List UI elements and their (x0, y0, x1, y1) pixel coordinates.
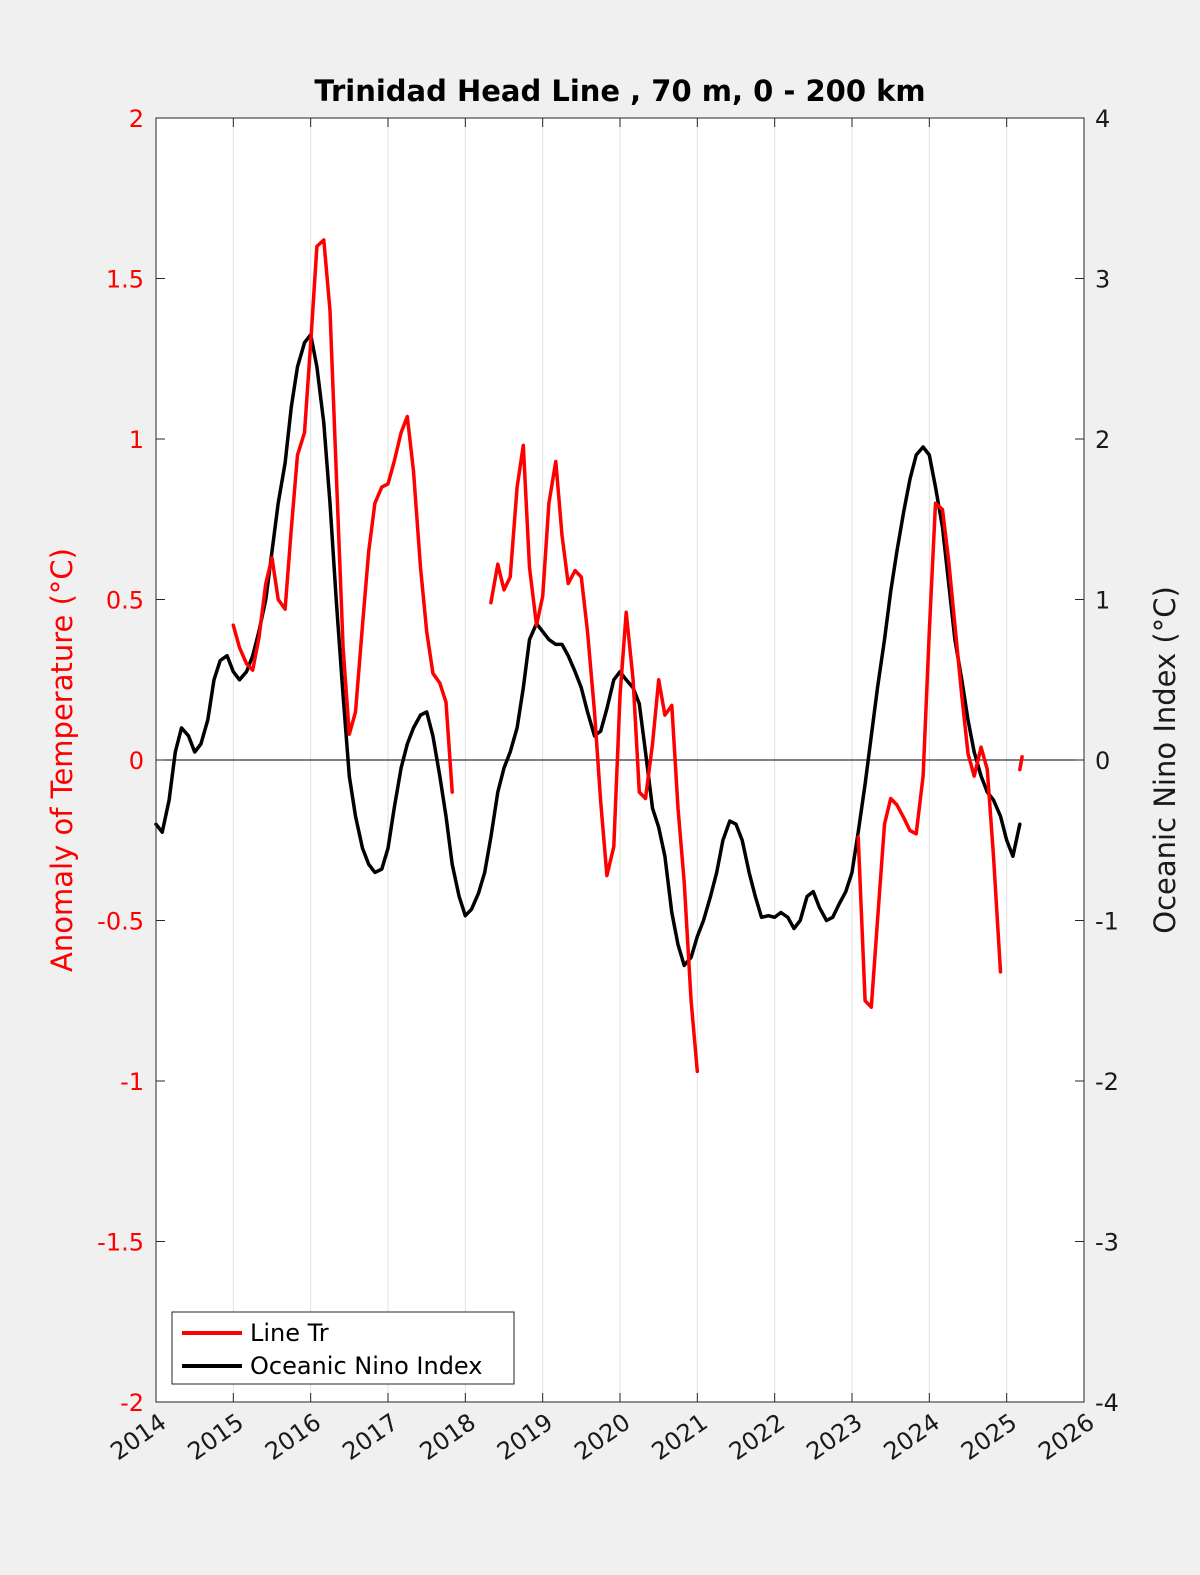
y-right-tick-label: 1 (1095, 587, 1110, 615)
legend-label-line-tr: Line Tr (250, 1319, 329, 1347)
y-right-tick-label: -4 (1095, 1389, 1119, 1417)
y-right-tick-label: 3 (1095, 266, 1110, 294)
legend: Line Tr Oceanic Nino Index (171, 1311, 515, 1385)
legend-label-oni: Oceanic Nino Index (250, 1352, 482, 1380)
y-left-tick-label: -1.5 (97, 1229, 144, 1257)
series-layer (154, 238, 1024, 1074)
legend-box (171, 1311, 515, 1385)
y-right-tick-label: 2 (1095, 426, 1110, 454)
y-right-tick-label: 0 (1095, 747, 1110, 775)
y-axis-left-label: Anomaly of Temperature (°C) (45, 548, 79, 972)
y-left-tick-label: -2 (120, 1389, 144, 1417)
y-right-tick-label: -1 (1095, 908, 1119, 936)
y-axis-right-label: Oceanic Nino Index (°C) (1148, 586, 1182, 934)
series-line-tr-segment-1 (489, 443, 700, 1074)
series-line-tr-segment-2 (856, 501, 1003, 1009)
y-right-tick-label: -2 (1095, 1068, 1119, 1096)
series-line-tr-segment-3 (1018, 755, 1024, 772)
chart-title: Trinidad Head Line , 70 m, 0 - 200 km (314, 74, 925, 108)
y-left-tick-label: -0.5 (97, 908, 144, 936)
y-right-tick-label: -3 (1095, 1229, 1119, 1257)
series-line-tr-segment-0 (231, 238, 454, 794)
y-left-tick-label: -1 (120, 1068, 144, 1096)
y-left-tick-label: 0 (129, 747, 144, 775)
y-left-tick-label: 2 (129, 105, 144, 133)
y-right-tick-label: 4 (1095, 105, 1110, 133)
series-oceanic-nino-index-segment-0 (154, 332, 1022, 968)
y-left-tick-label: 1 (129, 426, 144, 454)
y-left-tick-label: 1.5 (106, 266, 144, 294)
y-left-tick-label: 0.5 (106, 587, 144, 615)
